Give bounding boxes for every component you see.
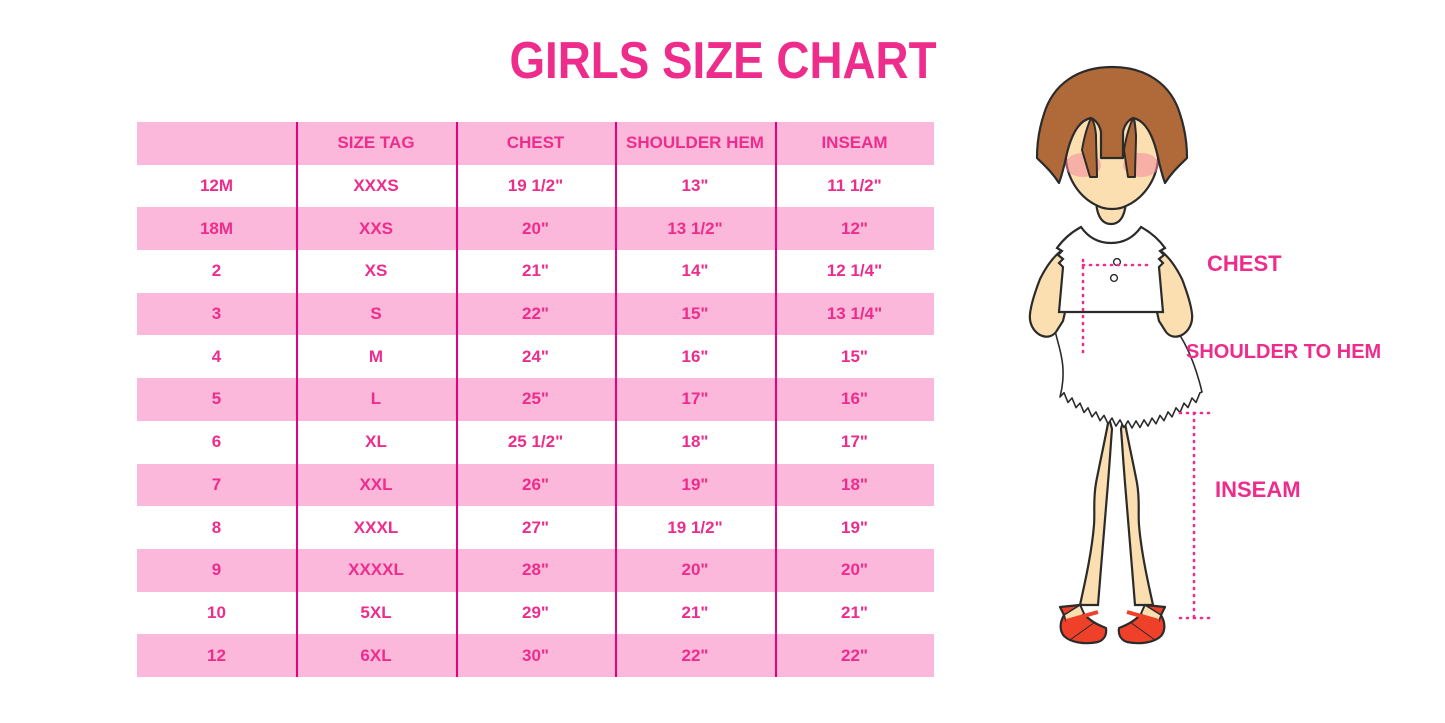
svg-text:SHOULDER TO HEM: SHOULDER TO HEM bbox=[1186, 341, 1381, 363]
svg-text:CHEST: CHEST bbox=[1207, 251, 1282, 276]
svg-text:INSEAM: INSEAM bbox=[1215, 477, 1301, 502]
